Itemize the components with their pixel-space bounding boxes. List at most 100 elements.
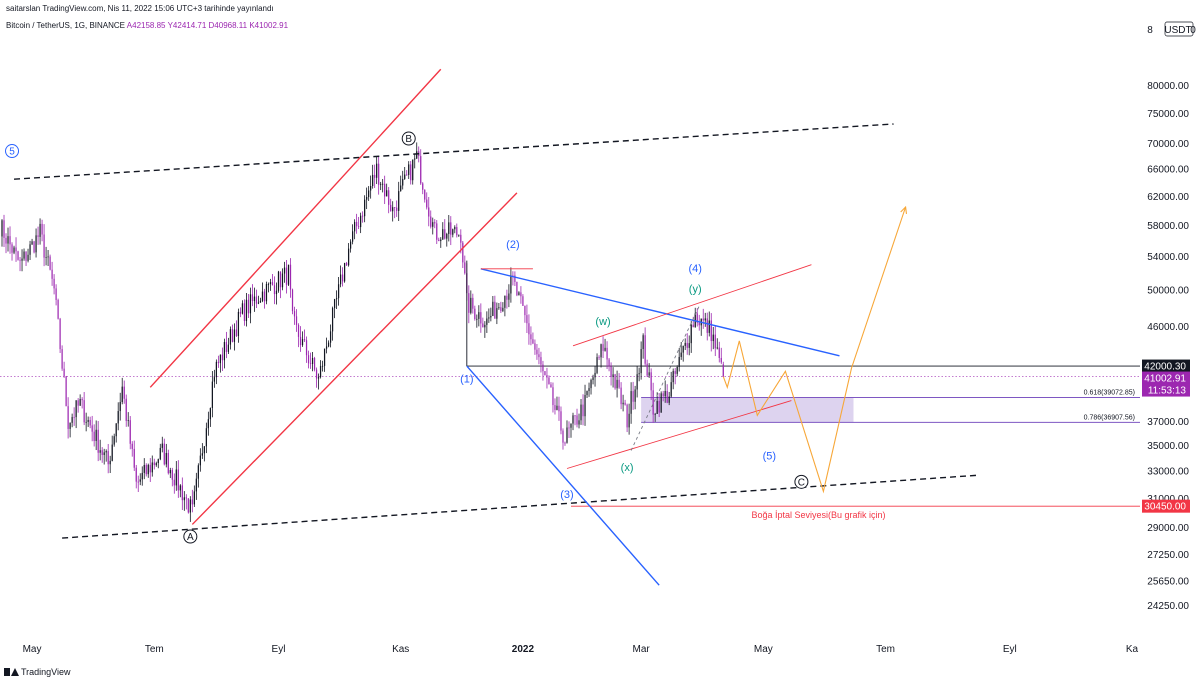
candle-body	[488, 317, 490, 319]
candle-body	[358, 226, 360, 228]
symbol-info-row[interactable]: Bitcoin / TetherUS, 1G, BINANCE A42158.8…	[6, 21, 288, 30]
candle-body	[171, 470, 173, 480]
candle-body	[203, 446, 205, 454]
x-tick-label: Tem	[145, 644, 164, 655]
wave-label-2: (2)	[506, 239, 519, 251]
candle-body	[29, 244, 31, 255]
candle-body	[410, 164, 412, 181]
ohlc-low: D40968.11	[208, 21, 248, 30]
candle-body	[428, 207, 430, 217]
candle-body	[287, 264, 290, 285]
candle-body	[229, 329, 232, 345]
candle-body	[323, 348, 326, 366]
x-tick-label: Kas	[392, 644, 409, 655]
invalidation-label: Boğa İptal Seviyesi(Bu grafik için)	[751, 510, 885, 520]
candle-body	[710, 320, 712, 342]
candle-body	[183, 497, 185, 501]
candle-body	[666, 391, 668, 403]
candle-body	[504, 295, 506, 308]
candle-body	[714, 334, 716, 349]
candle-body	[370, 186, 372, 191]
candle-body	[674, 371, 676, 374]
candle-body	[345, 262, 348, 266]
candle-body	[606, 347, 608, 360]
y-tick-label: 50000.00	[1147, 286, 1189, 297]
candle-body	[616, 379, 618, 389]
x-tick-label: May	[754, 644, 773, 655]
candle-body	[652, 390, 654, 415]
candle-body	[197, 465, 199, 479]
symbol-name[interactable]: Bitcoin / TetherUS, 1G, BINANCE	[6, 21, 126, 30]
candle-body	[614, 374, 616, 389]
candle-body	[3, 220, 5, 238]
candle-body	[77, 400, 79, 406]
candle-body	[303, 339, 306, 341]
tradingview-brand[interactable]: TradingView	[4, 667, 71, 677]
red-channel-lower	[191, 192, 518, 525]
candle-body	[145, 464, 147, 475]
candle-body	[271, 282, 274, 286]
candle-body	[243, 303, 246, 322]
candle-body	[15, 247, 17, 252]
candle-body	[392, 207, 394, 212]
candle-body	[574, 415, 576, 417]
candle-body	[550, 384, 552, 388]
y-tick-label: 62000.00	[1147, 192, 1189, 203]
price-tag-text: 42000.30	[1144, 362, 1186, 373]
candle-body	[430, 216, 432, 227]
candle-body	[83, 400, 85, 423]
candle-body	[81, 399, 83, 401]
candle-body	[125, 398, 127, 421]
fib-0618-label: 0.618(39072.85)	[1084, 390, 1135, 397]
candle-body	[544, 371, 546, 376]
candle-body	[11, 244, 13, 253]
candle-body	[349, 241, 352, 249]
candle-body	[610, 366, 612, 378]
candle-body	[7, 236, 9, 244]
candle-body	[706, 318, 708, 333]
y-tick-label: 80000.00	[1147, 81, 1189, 92]
candle-body	[149, 464, 151, 473]
candle-body	[109, 460, 111, 465]
candle-body	[189, 499, 191, 513]
candle-body	[414, 158, 416, 160]
candle-body	[129, 420, 131, 444]
wave-label-a-circle-icon	[183, 529, 198, 544]
candle-body	[101, 450, 103, 456]
candle-body	[181, 485, 183, 501]
candle-body	[89, 419, 91, 426]
candle-body	[400, 185, 402, 192]
candle-body	[602, 344, 604, 351]
candle-body	[362, 215, 364, 217]
candle-body	[692, 324, 694, 328]
candle-body	[245, 299, 248, 322]
candle-body	[484, 324, 486, 328]
y-tick-label: 58000.00	[1147, 221, 1189, 232]
candle-body	[356, 221, 358, 227]
candle-body	[143, 464, 145, 473]
candle-body	[564, 442, 566, 444]
candle-body	[592, 377, 594, 380]
candle-body	[51, 269, 53, 279]
candle-body	[532, 339, 534, 344]
candle-body	[432, 222, 434, 227]
y-tick-label: 75000.00	[1147, 109, 1189, 120]
candle-body	[630, 391, 632, 414]
candle-body	[398, 191, 400, 211]
candle-body	[103, 452, 105, 456]
candle-body	[444, 229, 446, 239]
candle-body	[1, 220, 3, 237]
wave-label-y: (y)	[689, 283, 702, 295]
candle-body	[512, 275, 514, 277]
candle-body	[255, 296, 258, 304]
candle-body	[301, 339, 304, 346]
candle-body	[390, 204, 392, 212]
candle-body	[247, 299, 250, 314]
candle-body	[43, 234, 45, 258]
candle-body	[251, 294, 254, 302]
price-tag-purple-sub	[1142, 383, 1190, 397]
candle-body	[366, 197, 368, 200]
candle-body	[438, 239, 440, 242]
candle-body	[259, 300, 262, 303]
